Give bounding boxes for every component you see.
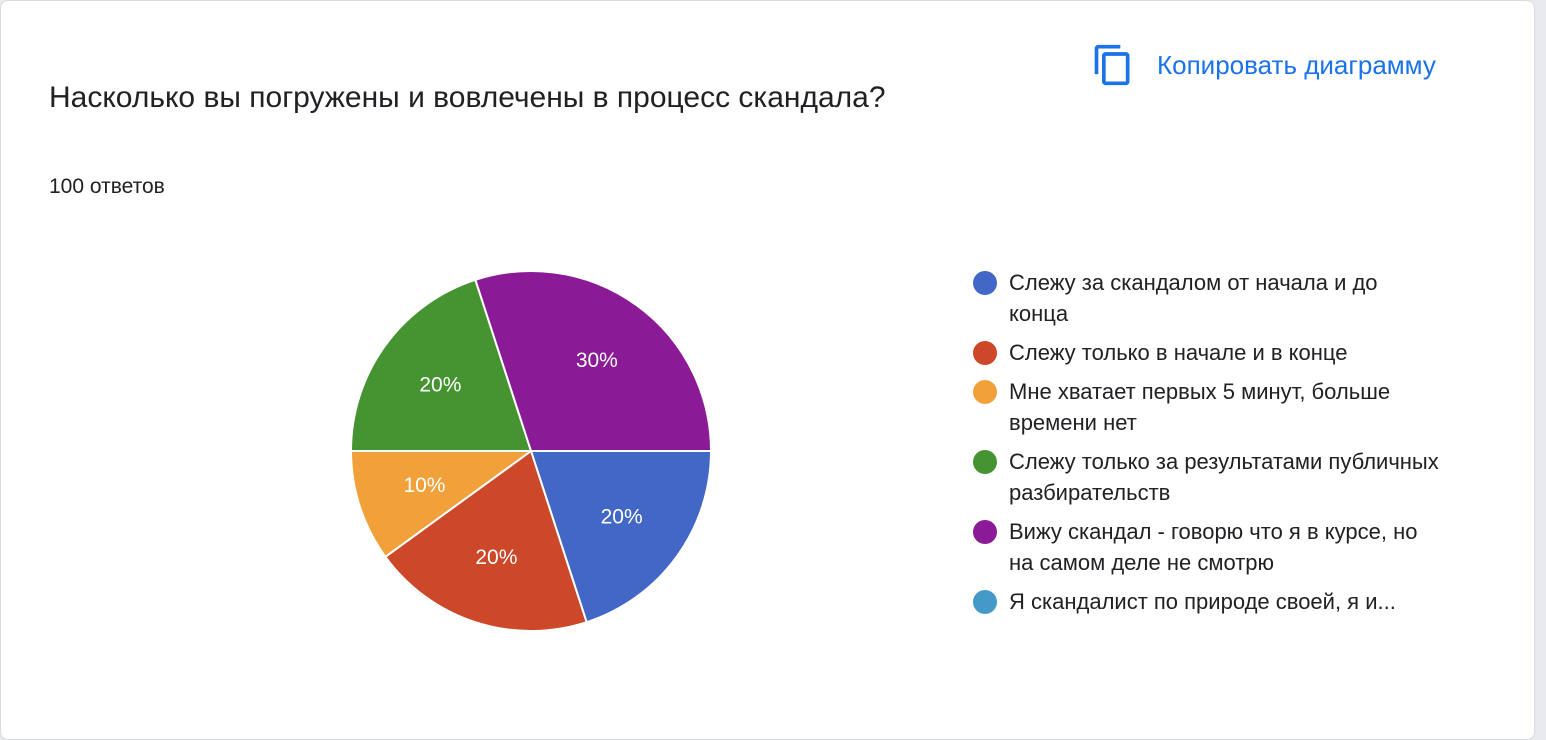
legend-swatch [973,340,997,365]
pie-slice-label-5: 30% [576,349,618,372]
legend-item-1: Слежу за скандалом от начала и до конца [973,267,1443,329]
pie-slice-1[interactable] [529,450,713,624]
pie-slice-3[interactable] [349,450,535,559]
legend-item-4: Слежу только за результатами публичных р… [973,446,1443,508]
legend-swatch [973,449,997,474]
pie-slice-5[interactable] [474,270,713,452]
legend-label: Я скандалист по природе своей, я и... [1009,589,1396,614]
pie-slice-label-1: 20% [601,505,643,528]
response-count: 100 ответов [49,175,165,198]
legend-item-2: Слежу только в начале и в конце [973,337,1443,368]
legend-item-5: Вижу скандал - говорю что я в курсе, но … [973,516,1443,578]
pie-slice-4[interactable] [349,278,533,452]
copy-icon [1094,44,1130,86]
legend-label: Слежу только за результатами публичных р… [1009,449,1439,505]
legend-label: Вижу скандал - говорю что я в курсе, но … [1009,519,1418,575]
pie-chart: 20% 20% 10% 20% 30% [349,270,713,632]
pie-slice-label-3: 10% [403,474,445,497]
legend-label: Слежу за скандалом от начала и до конца [1009,270,1378,326]
pie-slice-label-4: 20% [419,374,461,397]
legend-item-3: Мне хватает первых 5 минут, больше време… [973,376,1443,438]
legend-swatch [973,589,997,614]
copy-chart-button[interactable]: Копировать диаграмму [1091,37,1491,93]
pie-slice-label-2: 20% [475,546,517,569]
chart-legend: Слежу за скандалом от начала и до конца С… [973,267,1443,625]
legend-swatch [973,519,997,544]
legend-label: Мне хватает первых 5 минут, больше време… [1009,379,1391,435]
pie-slice-2[interactable] [383,449,588,632]
legend-swatch [973,270,997,295]
question-title: Насколько вы погружены и вовлечены в про… [49,81,886,114]
legend-label: Слежу только в начале и в конце [1009,340,1348,365]
copy-chart-label: Копировать диаграмму [1157,49,1436,80]
legend-item-6: Я скандалист по природе своей, я и... [973,586,1443,617]
legend-swatch [973,379,997,404]
